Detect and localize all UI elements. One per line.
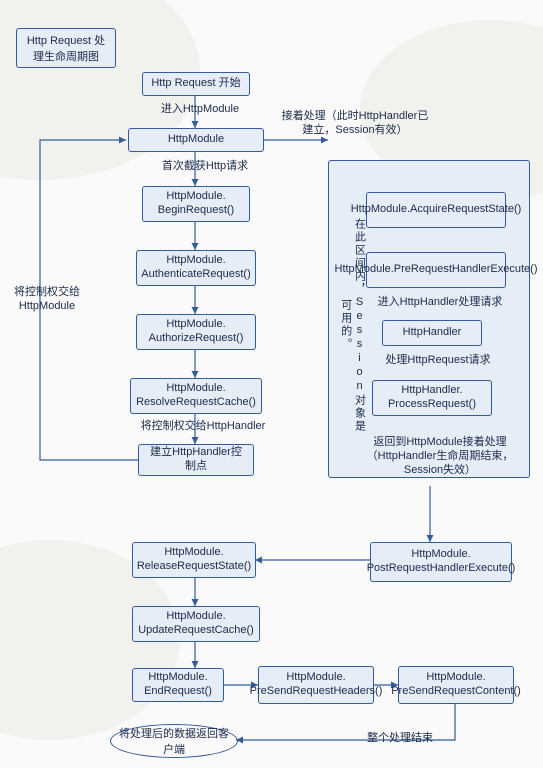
label-session-available: 在此区间内，Session对象是可用的。 xyxy=(338,215,366,435)
diagram-title: Http Request 处理生命周期图 xyxy=(16,28,116,68)
node-postreq-text: HttpModule. PostRequestHandlerExecute() xyxy=(367,548,516,576)
node-httpmodule-text: HttpModule xyxy=(168,133,224,147)
node-authorize: HttpModule. AuthorizeRequest() xyxy=(136,314,256,350)
node-acquire-text: HttpModule.AcquireRequestState() xyxy=(351,203,522,217)
node-httphandler: HttpHandler xyxy=(382,320,482,346)
node-httpmodule: HttpModule xyxy=(128,128,264,152)
node-update: HttpModule. UpdateRequestCache() xyxy=(132,606,260,642)
node-authenticate: HttpModule. AuthenticateRequest() xyxy=(136,250,256,286)
node-authn-text: HttpModule. AuthenticateRequest() xyxy=(141,254,250,282)
label-first-capture: 首次截获Http请求 xyxy=(150,160,260,174)
label-process-req: 处理HttpRequest请求 xyxy=(378,354,498,368)
node-process-text: HttpHandler. ProcessRequest() xyxy=(379,384,485,412)
node-endreq: HttpModule. EndRequest() xyxy=(132,668,224,702)
node-release-text: HttpModule. ReleaseRequestState() xyxy=(137,546,251,574)
node-endreq-text: HttpModule. EndRequest() xyxy=(139,671,217,699)
node-preheaders-text: HttpModule. PreSendRequestHeaders() xyxy=(250,671,383,699)
node-start-text: Http Request 开始 xyxy=(151,77,240,91)
node-build-handler: 建立HttpHandler控制点 xyxy=(138,444,254,476)
node-return-client-text: 将处理后的数据返回客户端 xyxy=(119,725,229,757)
node-process: HttpHandler. ProcessRequest() xyxy=(372,380,492,416)
node-begin-request: HttpModule. BeginRequest() xyxy=(142,186,250,222)
label-whole-end: 整个处理结束 xyxy=(350,732,450,746)
node-precontent: HttpModule. PreSendRequestContent() xyxy=(398,666,514,704)
node-preheaders: HttpModule. PreSendRequestHeaders() xyxy=(258,666,374,704)
label-continue: 接着处理（此时HttpHandler已建立，Session有效） xyxy=(280,110,430,138)
node-handler-text: HttpHandler xyxy=(403,326,462,340)
label-enter-handler: 进入HttpHandler处理请求 xyxy=(370,296,510,310)
node-authz-text: HttpModule. AuthorizeRequest() xyxy=(143,318,249,346)
node-start: Http Request 开始 xyxy=(142,72,250,96)
label-return-module: 返回到HttpModule接着处理（HttpHandler生命周期结束，Sess… xyxy=(350,436,530,477)
label-give-module: 将控制权交给HttpModule xyxy=(8,286,86,314)
node-prereq: HttpModule.PreRequestHandlerExecute() xyxy=(366,252,506,288)
node-update-text: HttpModule. UpdateRequestCache() xyxy=(138,610,254,638)
diagram-title-text: Http Request 处理生命周期图 xyxy=(25,32,107,64)
node-release: HttpModule. ReleaseRequestState() xyxy=(132,542,256,578)
node-prereq-text: HttpModule.PreRequestHandlerExecute() xyxy=(335,263,538,277)
label-give-handler: 将控制权交给HttpHandler xyxy=(128,420,278,434)
node-build-text: 建立HttpHandler控制点 xyxy=(145,446,247,474)
node-resolve-text: HttpModule. ResolveRequestCache() xyxy=(136,382,256,410)
node-begin-text: HttpModule. BeginRequest() xyxy=(149,190,243,218)
node-return-client: 将处理后的数据返回客户端 xyxy=(110,724,238,758)
node-acquire: HttpModule.AcquireRequestState() xyxy=(366,192,506,228)
node-resolve-cache: HttpModule. ResolveRequestCache() xyxy=(130,378,262,414)
node-postreq: HttpModule. PostRequestHandlerExecute() xyxy=(370,542,512,582)
node-precontent-text: HttpModule. PreSendRequestContent() xyxy=(391,671,521,699)
label-enter-module: 进入HttpModule xyxy=(150,103,250,117)
